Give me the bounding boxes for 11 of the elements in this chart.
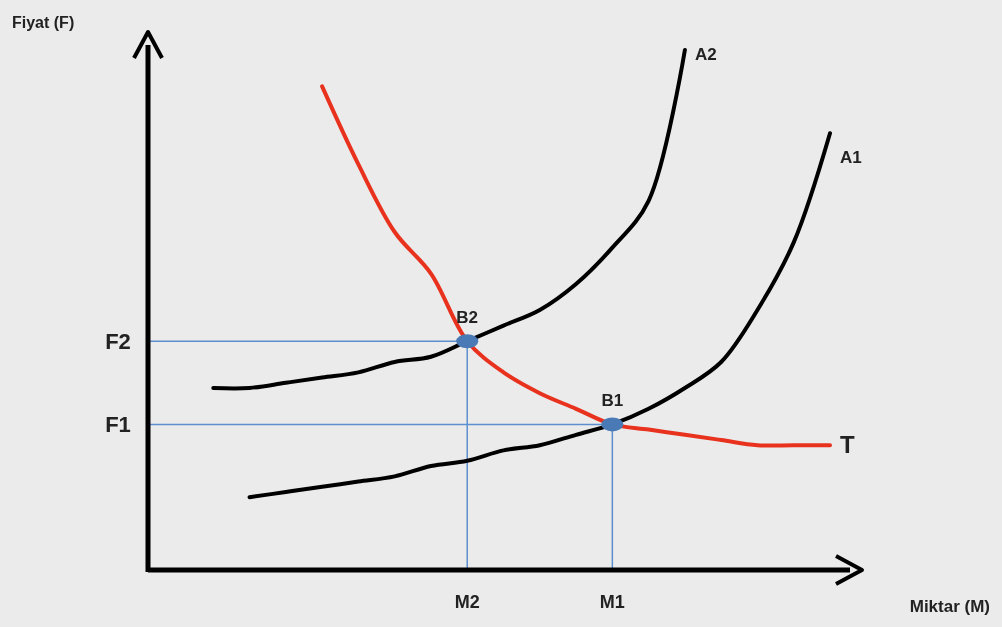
series-label: T (840, 431, 855, 459)
text: F1 (105, 412, 131, 438)
series-label: A1 (840, 148, 862, 168)
annotation: B2 (456, 308, 479, 328)
x-axis-title: Miktar (M) (909, 597, 990, 616)
series-label: A2 (694, 45, 717, 64)
x-tick-label: M2 (454, 592, 480, 612)
text: F2 (105, 329, 131, 355)
x-tick-label: M1 (599, 592, 625, 612)
annotation: B1 (601, 391, 624, 411)
y-axis-title: Fiyat (F) (12, 14, 75, 31)
